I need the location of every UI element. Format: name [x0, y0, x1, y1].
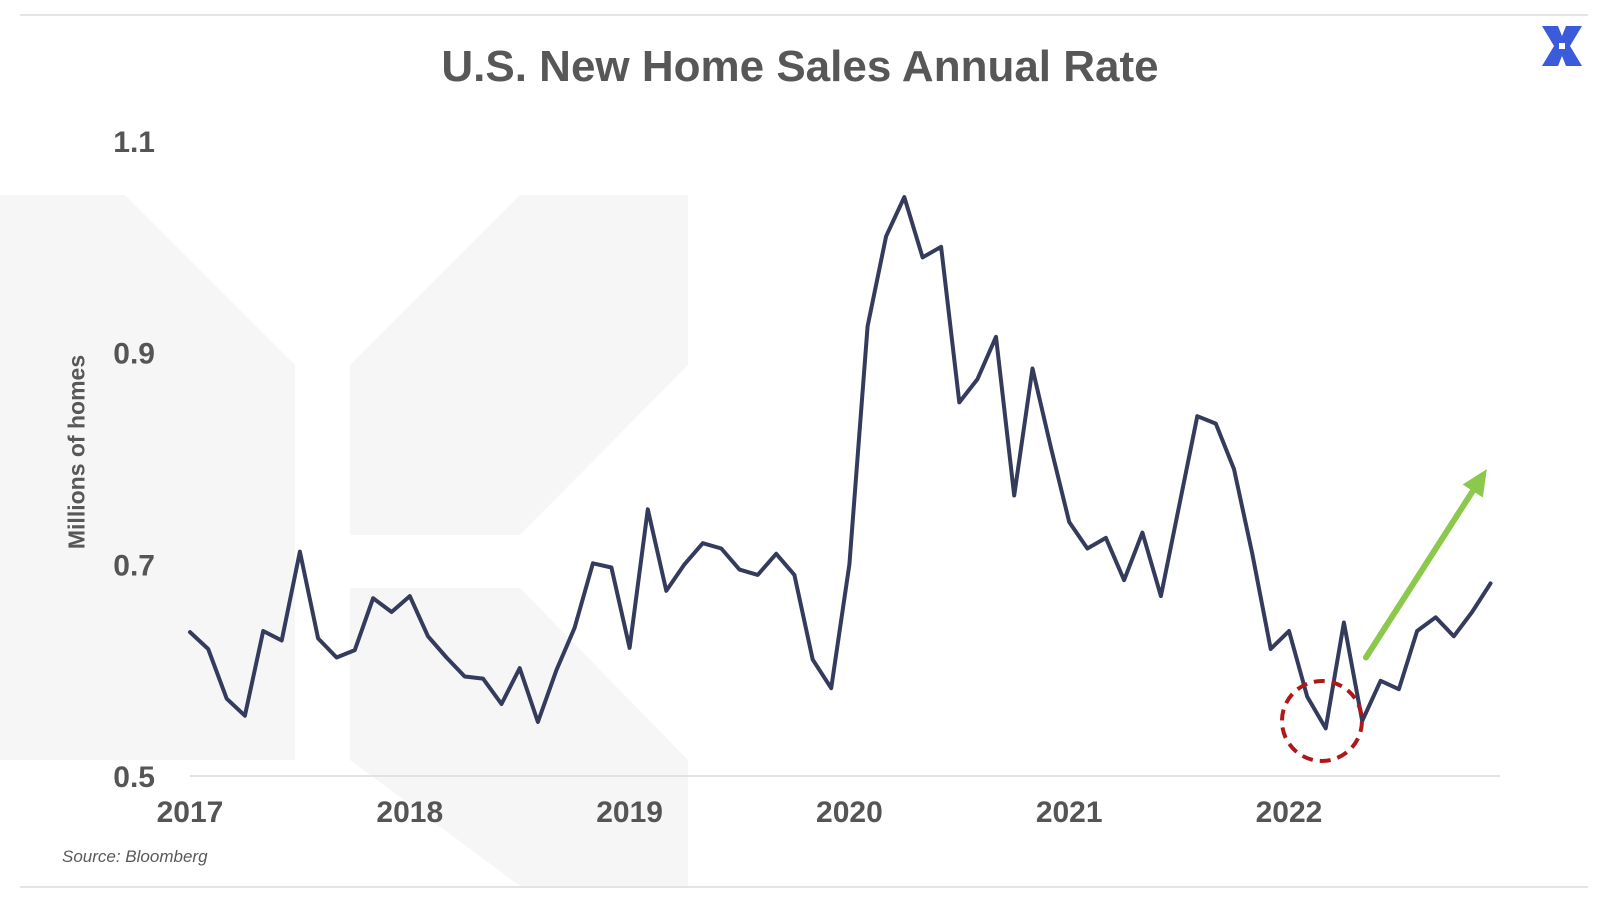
trend-arrow-shaft: [1362, 487, 1476, 661]
series-line: [188, 195, 1493, 731]
background-watermark: [0, 195, 688, 886]
x-cross-logo-icon: [1542, 26, 1582, 66]
y-tick-label: 0.7: [113, 549, 155, 582]
bottom-divider: [20, 886, 1588, 888]
dashed-circle-annotation: [1279, 678, 1364, 763]
y-tick-label: 1.1: [113, 126, 155, 159]
x-tick-label: 2022: [1256, 796, 1323, 829]
x-tick-label: 2020: [816, 796, 883, 829]
top-divider: [20, 14, 1588, 16]
x-tick-label: 2018: [376, 796, 443, 829]
x-tick-label: 2017: [157, 796, 224, 829]
y-tick-label: 0.9: [113, 338, 155, 371]
source-note: Source: Bloomberg: [62, 847, 208, 866]
y-tick-label: 0.5: [113, 761, 155, 794]
chart-title: U.S. New Home Sales Annual Rate: [441, 42, 1159, 91]
x-tick-label: 2019: [596, 796, 663, 829]
trend-arrow-head: [1462, 469, 1487, 498]
x-tick-label: 2021: [1036, 796, 1103, 829]
